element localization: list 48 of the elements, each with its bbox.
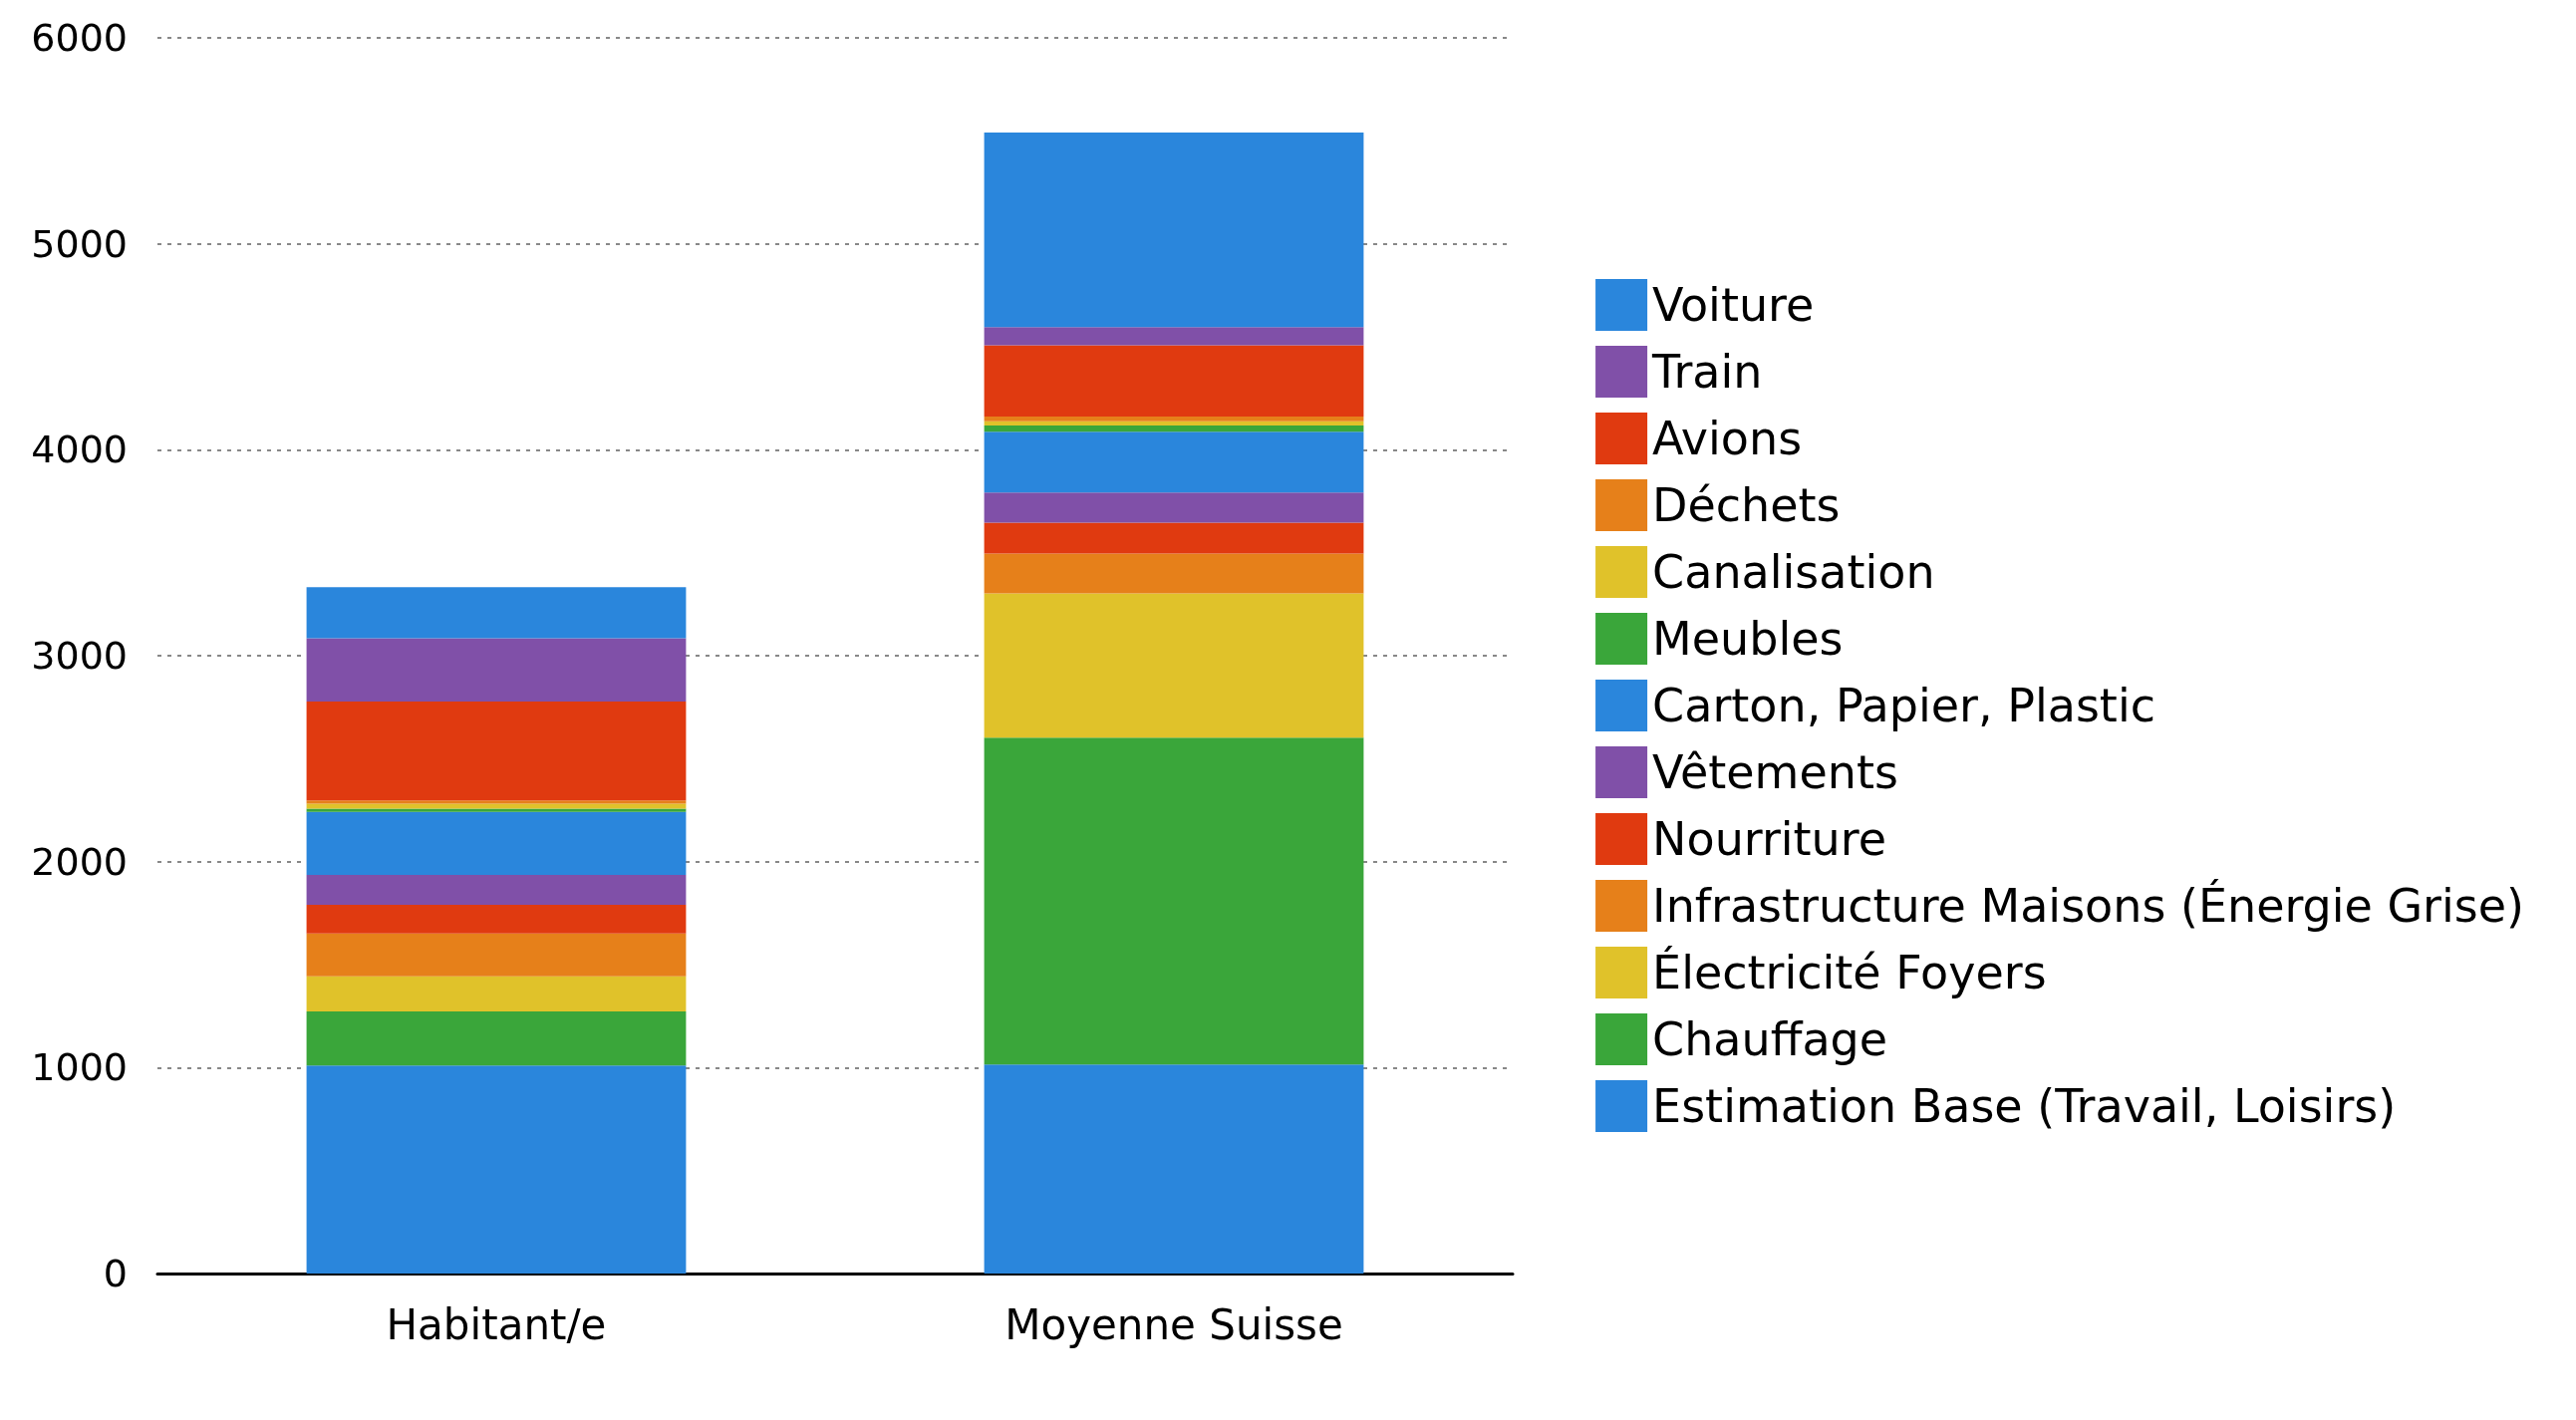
legend-label: Électricité Foyers bbox=[1652, 946, 2047, 999]
bar bbox=[984, 133, 1364, 328]
legend-label: Chauffage bbox=[1652, 1012, 1888, 1066]
bar bbox=[306, 800, 687, 804]
y-tick-label: 0 bbox=[103, 1252, 128, 1295]
bar bbox=[306, 587, 687, 639]
bar bbox=[984, 345, 1364, 418]
bar bbox=[306, 905, 687, 934]
bar bbox=[306, 803, 687, 809]
bar bbox=[306, 933, 687, 977]
bar bbox=[306, 1010, 687, 1066]
bar bbox=[306, 976, 687, 1011]
bar bbox=[984, 425, 1364, 432]
legend-label: Estimation Base (Travail, Loisirs) bbox=[1652, 1079, 2397, 1133]
legend-label: Voiture bbox=[1652, 278, 1815, 332]
legend-label: Carton, Papier, Plastic bbox=[1652, 679, 2155, 732]
legend-label: Canalisation bbox=[1652, 545, 1935, 599]
x-tick-label: Moyenne Suisse bbox=[1004, 1299, 1343, 1349]
bar bbox=[984, 431, 1364, 493]
legend-label: Vêtements bbox=[1652, 745, 1898, 799]
bar bbox=[984, 417, 1364, 422]
y-tick-label: 5000 bbox=[31, 221, 128, 266]
y-tick-label: 4000 bbox=[31, 427, 128, 472]
bar bbox=[306, 811, 687, 876]
bar bbox=[306, 701, 687, 801]
legend-label: Nourriture bbox=[1652, 812, 1886, 866]
legend-label: Train bbox=[1651, 345, 1763, 399]
y-tick-label: 3000 bbox=[31, 634, 128, 678]
bar bbox=[306, 808, 687, 812]
bar bbox=[984, 737, 1364, 1065]
bar bbox=[984, 553, 1364, 594]
bar bbox=[306, 1065, 687, 1274]
legend-label: Infrastructure Maisons (Énergie Grise) bbox=[1652, 879, 2524, 933]
y-tick-label: 2000 bbox=[31, 839, 128, 884]
bar bbox=[984, 327, 1364, 346]
bar bbox=[306, 875, 687, 906]
legend-label: Déchets bbox=[1652, 478, 1841, 532]
bar bbox=[984, 492, 1364, 523]
bar bbox=[984, 522, 1364, 554]
bar bbox=[306, 638, 687, 702]
bar bbox=[984, 593, 1364, 738]
legend-label: Meubles bbox=[1652, 612, 1844, 666]
bar bbox=[984, 1064, 1364, 1274]
y-tick-label: 6000 bbox=[31, 16, 128, 60]
y-tick-label: 1000 bbox=[31, 1045, 128, 1090]
bar bbox=[984, 421, 1364, 426]
legend-label: Avions bbox=[1652, 412, 1803, 465]
x-tick-label: Habitant/e bbox=[386, 1299, 607, 1349]
